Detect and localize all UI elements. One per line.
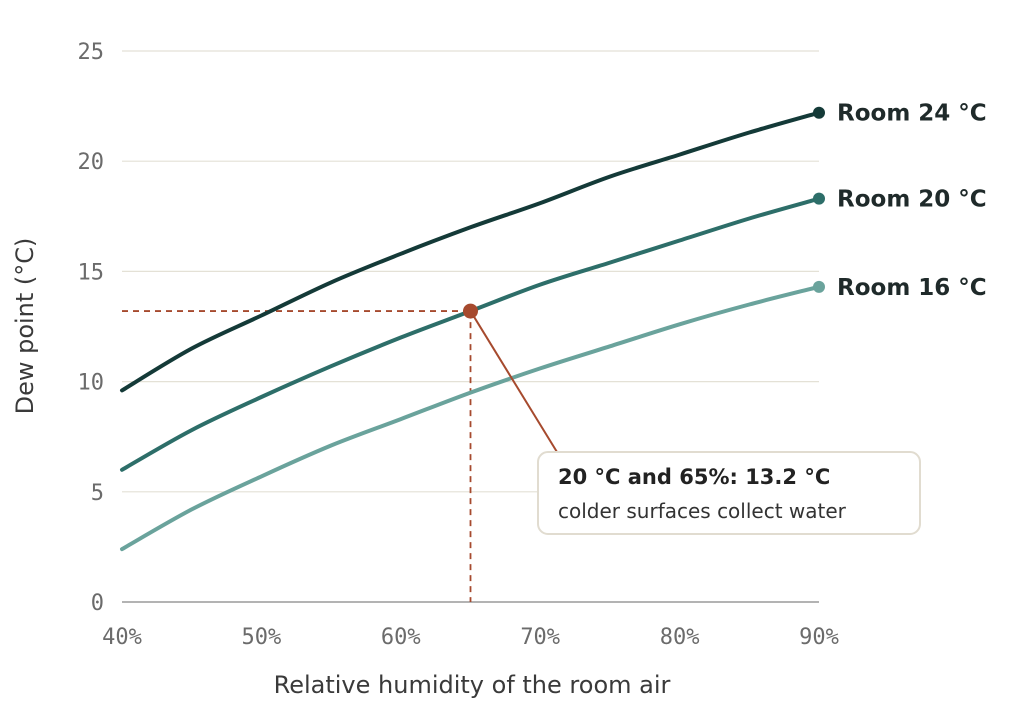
highlight-point xyxy=(463,303,478,319)
x-tick-label: 60% xyxy=(381,625,421,650)
y-tick-label: 20 xyxy=(78,150,105,175)
x-tick-label: 40% xyxy=(102,625,142,650)
x-tick-label: 50% xyxy=(242,625,282,650)
annotation-callout: 20 °C and 65%: 13.2 °C colder surfaces c… xyxy=(463,303,921,535)
y-tick-label: 15 xyxy=(78,260,105,285)
y-tick-label: 25 xyxy=(78,40,105,65)
series-line xyxy=(120,284,821,552)
series-label: Room 16 °C xyxy=(837,275,987,301)
x-tick-labels: 40% 50% 60% 70% 80% 90% xyxy=(102,625,839,650)
reference-lines xyxy=(122,310,472,602)
callout-title: 20 °C and 65%: 13.2 °C xyxy=(558,465,830,489)
y-tick-labels: 0 5 10 15 20 25 xyxy=(78,40,105,616)
x-axis-title: Relative humidity of the room air xyxy=(274,671,671,699)
x-tick-label: 80% xyxy=(660,625,700,650)
x-tick-label: 90% xyxy=(799,625,839,650)
callout-leader-line xyxy=(469,310,558,453)
series-label: Room 24 °C xyxy=(837,101,987,127)
x-tick-label: 70% xyxy=(520,625,560,650)
series-line xyxy=(120,110,821,393)
callout-box xyxy=(537,451,921,535)
series-end-marker xyxy=(813,192,825,205)
y-tick-label: 10 xyxy=(78,371,105,396)
callout-text: colder surfaces collect water xyxy=(558,499,847,523)
series-label: Room 20 °C xyxy=(837,187,987,213)
series-labels: Room 24 °C Room 20 °C Room 16 °C xyxy=(837,101,987,301)
series-end-marker xyxy=(813,280,825,293)
series-end-marker xyxy=(813,106,825,119)
y-tick-label: 0 xyxy=(91,591,104,616)
y-axis-title: Dew point (°C) xyxy=(11,238,39,415)
y-tick-label: 5 xyxy=(91,481,104,506)
